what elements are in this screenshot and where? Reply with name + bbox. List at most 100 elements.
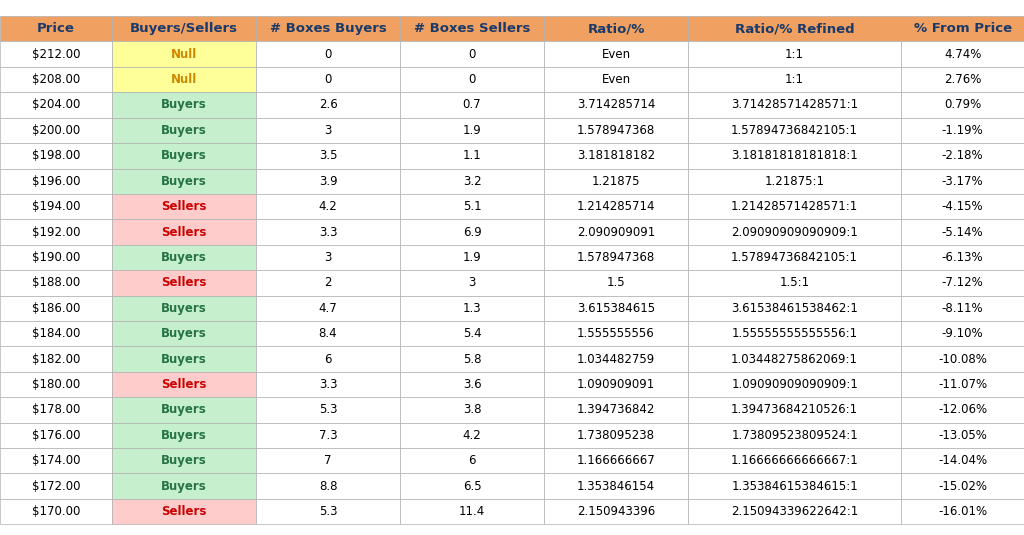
Text: 5.4: 5.4 <box>463 327 481 340</box>
Bar <box>901 448 1024 473</box>
Text: $172.00: $172.00 <box>32 480 80 493</box>
Bar <box>400 219 544 244</box>
Text: 1.353846154: 1.353846154 <box>577 480 655 493</box>
Bar <box>400 41 544 67</box>
Text: 5.3: 5.3 <box>318 505 337 518</box>
Text: 3.2: 3.2 <box>463 175 481 188</box>
Text: -7.12%: -7.12% <box>942 277 983 289</box>
Text: 1.39473684210526:1: 1.39473684210526:1 <box>731 403 858 416</box>
Text: Sellers: Sellers <box>162 226 207 239</box>
Text: 3.9: 3.9 <box>318 175 337 188</box>
Bar <box>400 16 544 42</box>
Text: -10.08%: -10.08% <box>938 353 987 365</box>
Text: 1.21875: 1.21875 <box>592 175 640 188</box>
Bar <box>400 397 544 423</box>
Bar <box>901 92 1024 118</box>
Text: Buyers: Buyers <box>161 98 207 111</box>
Text: 3.181818182: 3.181818182 <box>577 149 655 162</box>
Bar <box>400 321 544 347</box>
Bar <box>256 67 400 92</box>
Text: $182.00: $182.00 <box>32 353 80 365</box>
Text: 1.55555555555556:1: 1.55555555555556:1 <box>731 327 858 340</box>
Text: 3.18181818181818:1: 3.18181818181818:1 <box>731 149 858 162</box>
Text: 1.73809523809524:1: 1.73809523809524:1 <box>731 429 858 442</box>
Bar <box>544 16 688 42</box>
Text: 2.76%: 2.76% <box>944 73 981 86</box>
Bar <box>688 423 901 448</box>
Bar <box>256 473 400 499</box>
Text: Null: Null <box>171 48 198 60</box>
Text: $188.00: $188.00 <box>32 277 80 289</box>
Bar <box>0 499 112 524</box>
Text: 2.150943396: 2.150943396 <box>577 505 655 518</box>
Text: 1.3: 1.3 <box>463 302 481 315</box>
Bar <box>112 473 256 499</box>
Bar <box>400 372 544 397</box>
Bar <box>112 169 256 194</box>
Bar <box>400 347 544 372</box>
Text: 8.8: 8.8 <box>318 480 337 493</box>
Text: 1.21875:1: 1.21875:1 <box>765 175 824 188</box>
Bar <box>256 92 400 118</box>
Bar <box>256 397 400 423</box>
Bar <box>688 219 901 244</box>
Text: 1.9: 1.9 <box>463 251 481 264</box>
Text: $178.00: $178.00 <box>32 403 80 416</box>
Bar <box>400 92 544 118</box>
Bar <box>544 41 688 67</box>
Bar <box>400 118 544 143</box>
Bar <box>0 194 112 219</box>
Bar <box>688 448 901 473</box>
Text: $194.00: $194.00 <box>32 200 80 213</box>
Bar <box>256 118 400 143</box>
Bar <box>256 423 400 448</box>
Text: 1.214285714: 1.214285714 <box>577 200 655 213</box>
Bar <box>901 372 1024 397</box>
Text: $184.00: $184.00 <box>32 327 80 340</box>
Bar <box>0 67 112 92</box>
Bar <box>544 169 688 194</box>
Bar <box>901 295 1024 321</box>
Bar <box>688 372 901 397</box>
Bar <box>400 295 544 321</box>
Bar <box>901 347 1024 372</box>
Text: # Boxes Sellers: # Boxes Sellers <box>414 22 530 35</box>
Bar <box>256 372 400 397</box>
Bar <box>256 448 400 473</box>
Text: Sellers: Sellers <box>162 277 207 289</box>
Text: Sellers: Sellers <box>162 200 207 213</box>
Bar <box>544 499 688 524</box>
Bar <box>400 270 544 295</box>
Bar <box>400 67 544 92</box>
Bar <box>0 295 112 321</box>
Bar <box>0 169 112 194</box>
Bar <box>544 448 688 473</box>
Text: 3.615384615: 3.615384615 <box>577 302 655 315</box>
Text: Buyers: Buyers <box>161 124 207 137</box>
Bar <box>901 245 1024 270</box>
Bar <box>0 473 112 499</box>
Text: 3.3: 3.3 <box>318 378 337 391</box>
Bar <box>112 194 256 219</box>
Bar <box>901 194 1024 219</box>
Text: 8.4: 8.4 <box>318 327 337 340</box>
Bar <box>544 372 688 397</box>
Text: Buyers: Buyers <box>161 302 207 315</box>
Bar <box>256 245 400 270</box>
Bar <box>400 448 544 473</box>
Text: -9.10%: -9.10% <box>942 327 983 340</box>
Text: $190.00: $190.00 <box>32 251 80 264</box>
Bar <box>901 67 1024 92</box>
Text: -15.02%: -15.02% <box>938 480 987 493</box>
Text: 1.090909091: 1.090909091 <box>577 378 655 391</box>
Bar <box>256 41 400 67</box>
Text: 2.15094339622642:1: 2.15094339622642:1 <box>731 505 858 518</box>
Text: 1.738095238: 1.738095238 <box>577 429 655 442</box>
Text: -16.01%: -16.01% <box>938 505 987 518</box>
Bar <box>0 118 112 143</box>
Text: Buyers/Sellers: Buyers/Sellers <box>130 22 238 35</box>
Text: 1.394736842: 1.394736842 <box>577 403 655 416</box>
Bar <box>0 16 112 42</box>
Bar <box>400 143 544 169</box>
Bar <box>0 41 112 67</box>
